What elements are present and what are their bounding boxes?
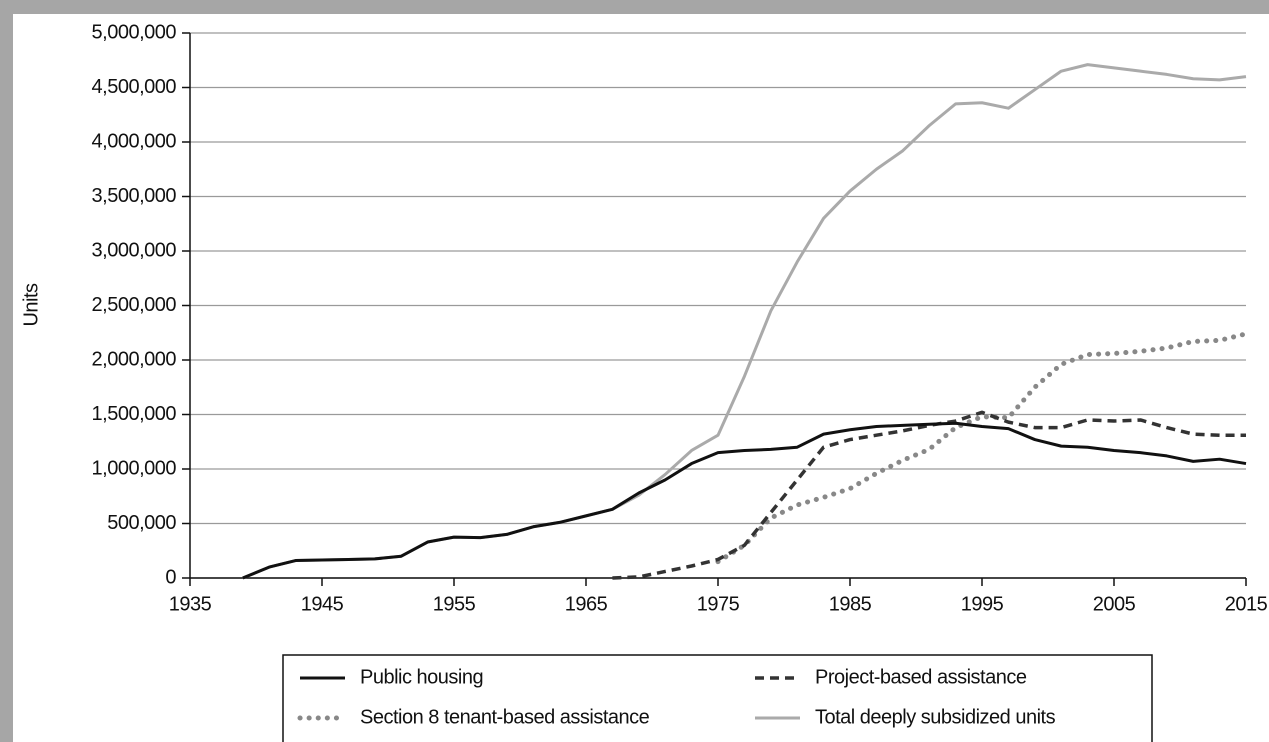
legend-label: Public housing [360,666,483,688]
legend-label: Total deeply subsidized units [815,706,1056,728]
y-tick-label: 5,000,000 [92,21,177,43]
x-tick-label: 2015 [1225,593,1268,615]
x-tick-label: 1985 [829,593,872,615]
frame-top [0,0,1269,14]
x-tick-label: 1995 [961,593,1004,615]
series-line [242,421,1247,580]
y-tick-label: 1,000,000 [92,457,177,479]
x-tick-label: 1935 [169,593,212,615]
legend [282,654,1153,742]
x-tick-label: 1975 [697,593,740,615]
y-tick-label: 0 [165,566,176,588]
y-tick-label: 4,500,000 [92,76,177,98]
y-tick-label: 4,000,000 [92,130,177,152]
x-tick-label: 1955 [433,593,476,615]
y-tick-label: 1,500,000 [92,403,177,425]
frame-left [0,0,13,742]
x-tick-label: 1965 [565,593,608,615]
y-tick-label: 3,000,000 [92,239,177,261]
legend-label: Project-based assistance [815,666,1027,688]
series-line [612,410,1246,580]
y-tick-label: 2,500,000 [92,294,177,316]
y-tick-label: 2,000,000 [92,348,177,370]
x-tick-label: 2005 [1093,593,1136,615]
x-tick-label: 1945 [301,593,344,615]
series-line [715,331,1249,565]
y-axis-label: Units [20,283,42,327]
y-tick-label: 500,000 [107,512,176,534]
y-tick-label: 3,500,000 [92,185,177,207]
legend-label: Section 8 tenant-based assistance [360,706,650,728]
